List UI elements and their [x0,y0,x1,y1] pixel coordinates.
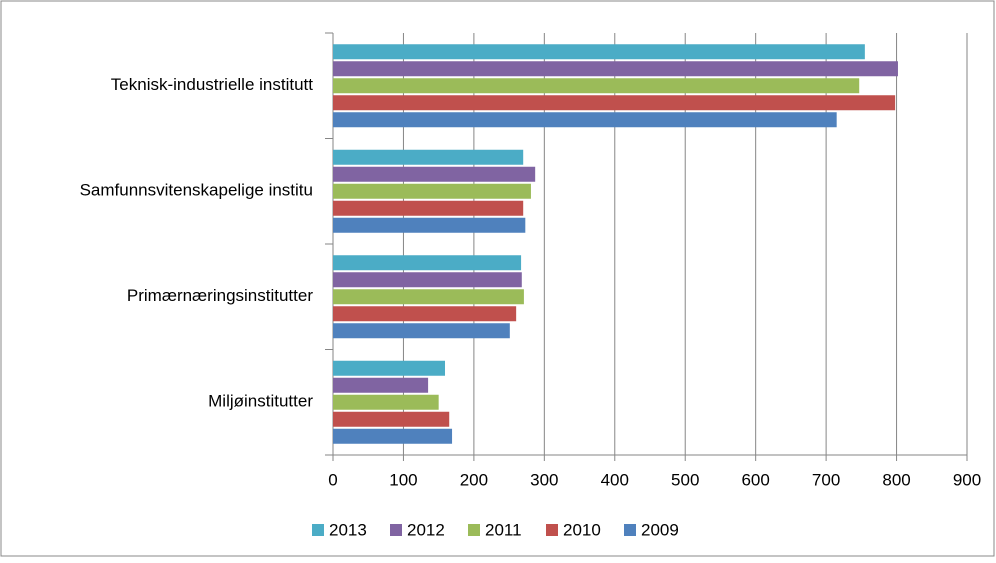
legend-swatch [468,524,480,536]
x-tick-label: 200 [460,470,488,489]
legend-swatch [624,524,636,536]
bar [333,78,860,94]
x-tick-label: 300 [530,470,558,489]
bar [333,200,524,216]
bar [333,394,439,410]
y-tick-label: Teknisk-industrielle institutt [111,75,313,94]
bar [333,306,517,322]
x-tick-label: 700 [812,470,840,489]
bar [333,255,522,271]
legend-label: 2012 [407,520,445,539]
bar [333,112,837,128]
bar [333,166,536,182]
legend-label: 2010 [563,520,601,539]
bar [333,61,898,77]
x-tick-label: 600 [741,470,769,489]
x-tick-label: 500 [671,470,699,489]
bar [333,377,429,393]
bar [333,289,524,305]
x-tick-label: 900 [953,470,981,489]
x-tick-label: 0 [328,470,337,489]
bar [333,44,865,60]
bar [333,428,453,444]
bar [333,149,524,165]
bar [333,217,526,233]
y-tick-label: Primærnæringsinstitutter [127,286,313,305]
bar [333,272,522,288]
legend-label: 2011 [485,520,522,539]
legend-swatch [312,524,324,536]
bar [333,360,446,376]
y-tick-label: Samfunnsvitenskapelige institu [80,181,313,200]
legend-swatch [546,524,558,536]
x-tick-label: 800 [882,470,910,489]
bar [333,183,531,199]
y-tick-label: Miljøinstitutter [208,392,313,411]
bar [333,411,450,427]
bar [333,323,510,339]
legend-swatch [390,524,402,536]
legend-label: 2009 [641,520,679,539]
bar [333,95,896,111]
x-tick-label: 100 [389,470,417,489]
legend-label: 2013 [329,520,367,539]
x-tick-label: 400 [601,470,629,489]
